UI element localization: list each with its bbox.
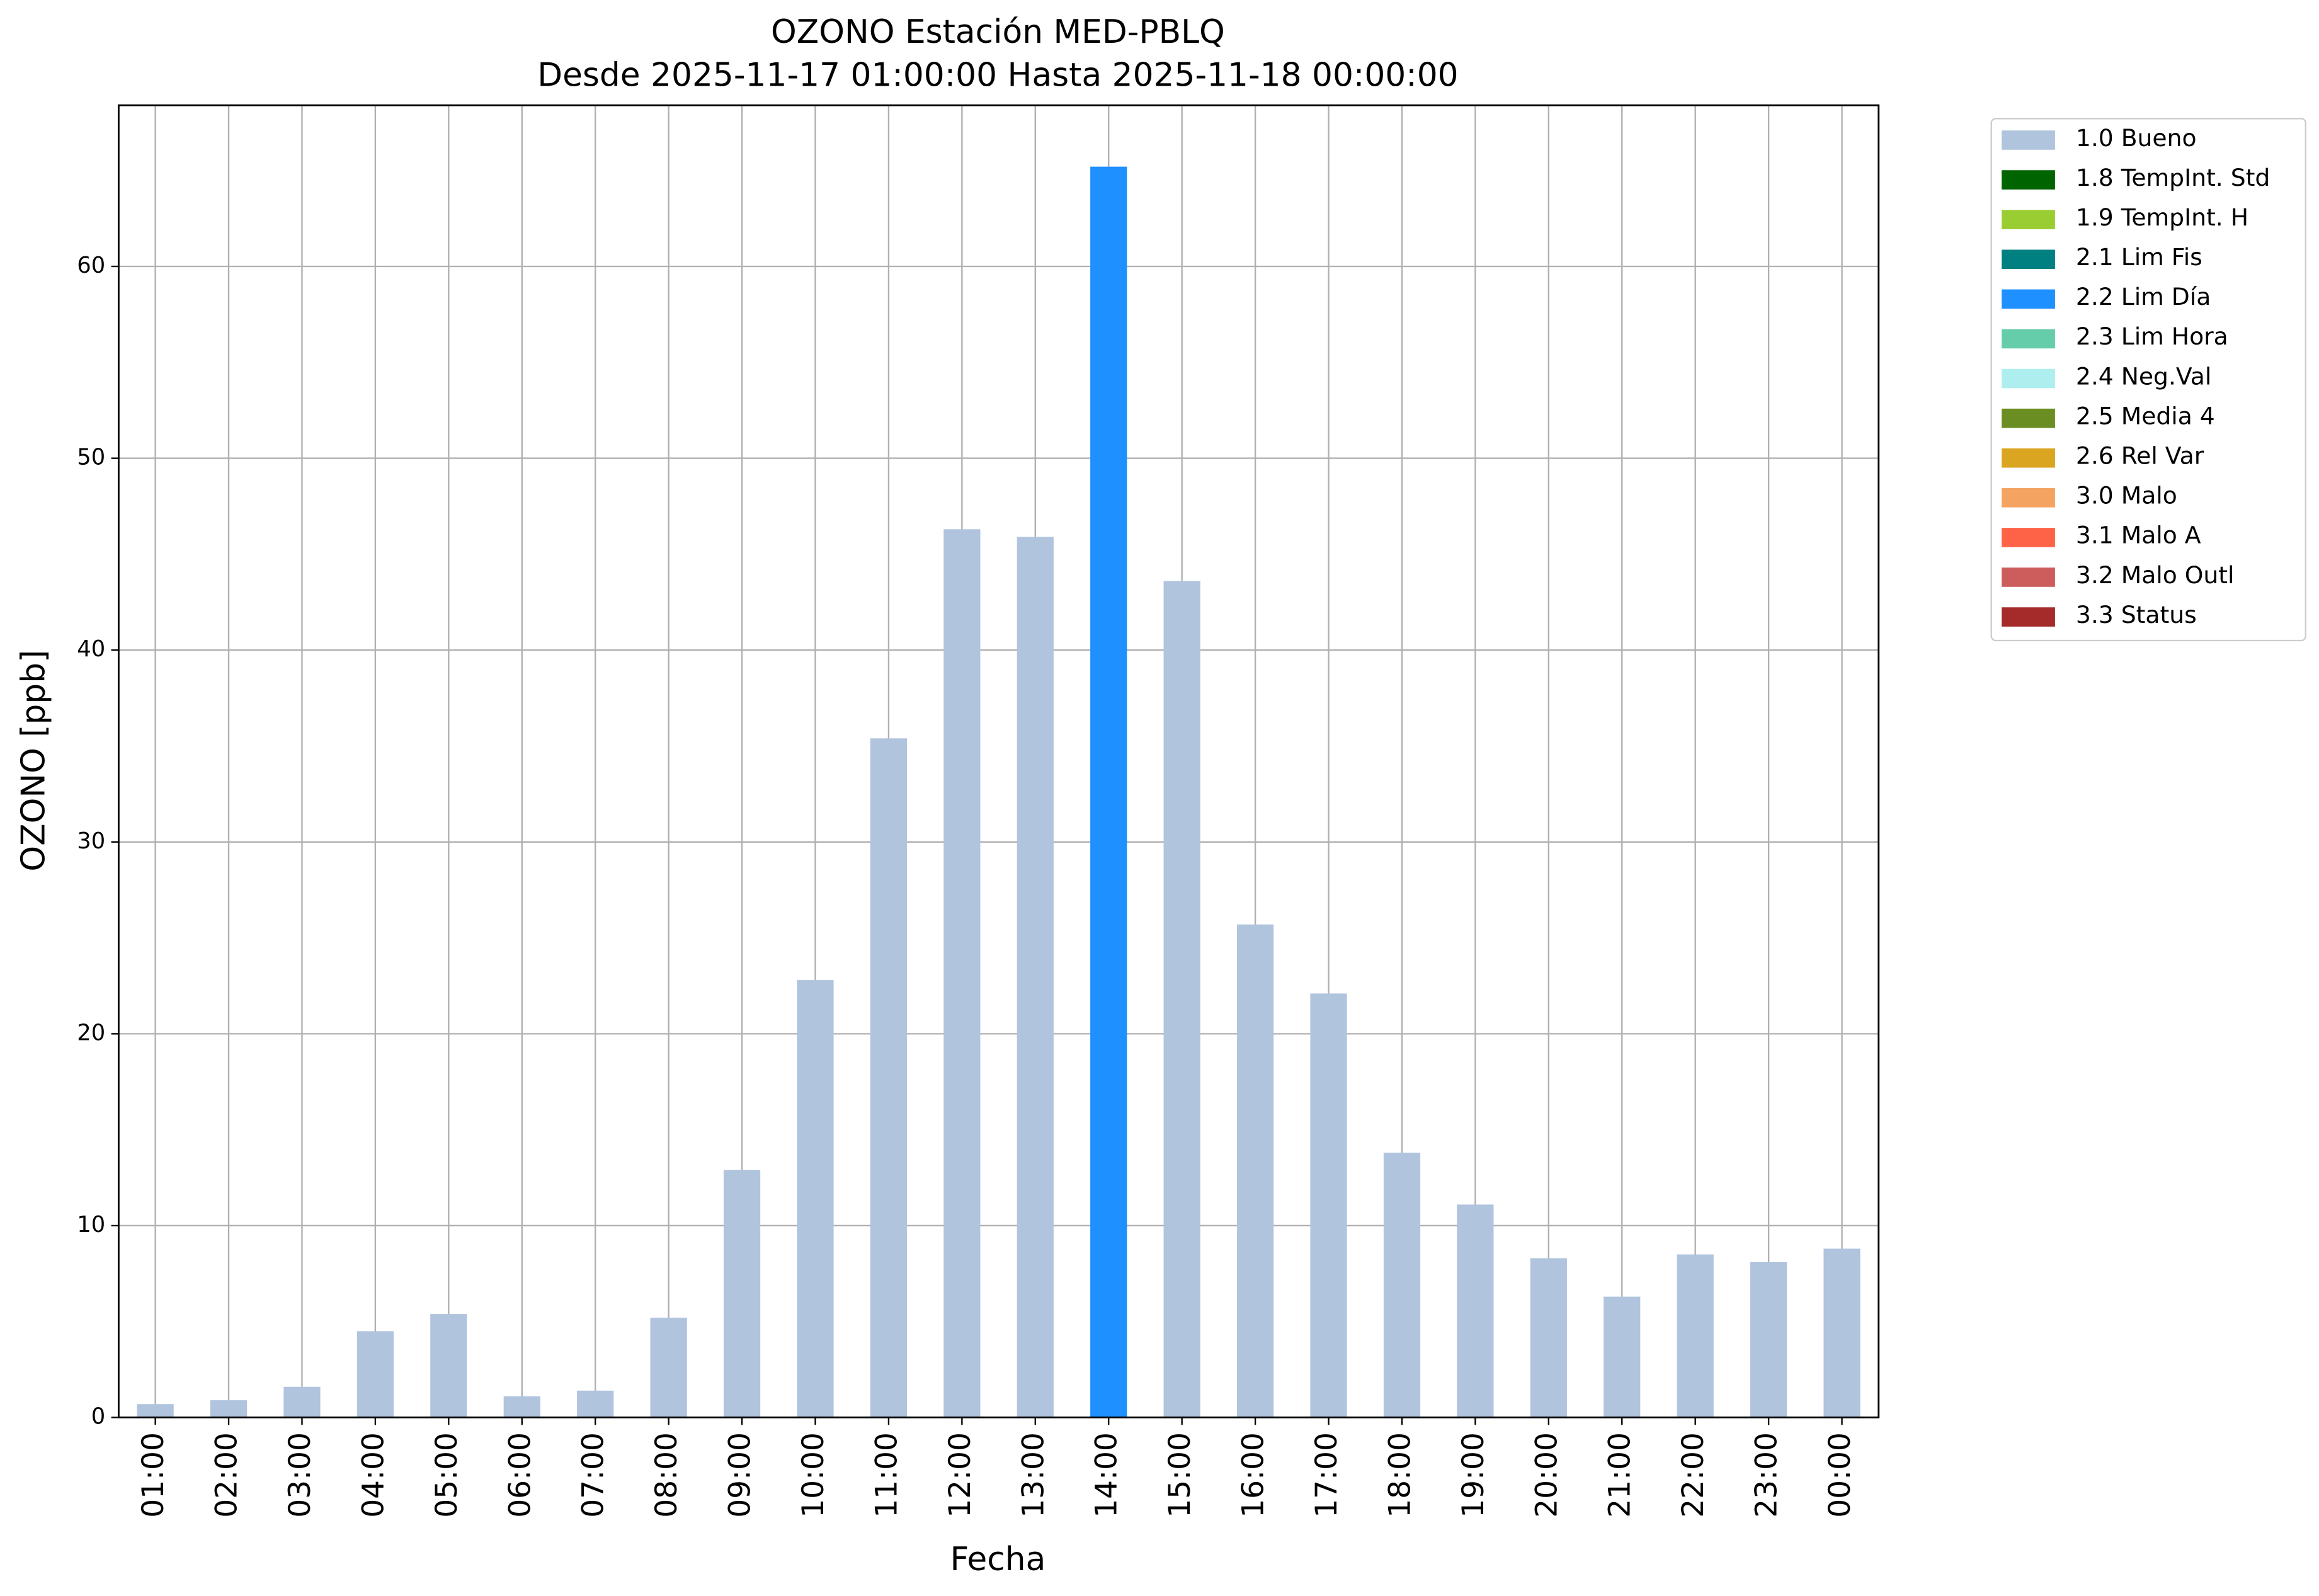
legend-label: 3.1 Malo A: [2076, 522, 2201, 549]
x-tick-label: 15:00: [1163, 1432, 1197, 1518]
bar: [283, 1386, 321, 1418]
x-tick-label: 23:00: [1750, 1432, 1784, 1518]
x-tick-label: 05:00: [430, 1432, 464, 1518]
bar: [1823, 1248, 1860, 1418]
legend-swatch: [2002, 487, 2055, 508]
bar: [650, 1318, 687, 1418]
legend-swatch: [2002, 249, 2055, 270]
bar: [1604, 1296, 1641, 1418]
x-tick-label: 06:00: [503, 1432, 537, 1518]
y-tick-label: 30: [77, 828, 105, 854]
x-tick-label: 10:00: [796, 1432, 831, 1518]
legend-swatch: [2002, 329, 2055, 349]
x-tick-label: 19:00: [1456, 1432, 1491, 1518]
legend-label: 3.0 Malo: [2076, 482, 2177, 510]
y-tick-label: 20: [77, 1020, 105, 1046]
x-tick-label: 04:00: [356, 1432, 390, 1518]
plot-area: 0 10 20 30 40 50 60 01:00 02:00 03:00 04:00 05:00 06…: [77, 105, 1879, 1518]
legend-swatch: [2002, 289, 2055, 309]
y-axis-label: OZONO [ppb]: [15, 650, 53, 872]
x-tick-label: 14:00: [1090, 1432, 1124, 1518]
plot-frame: [117, 104, 1880, 1418]
legend-swatch: [2002, 210, 2055, 229]
legend-swatch: [2002, 130, 2055, 150]
x-tick-label: 07:00: [576, 1432, 611, 1518]
x-tick-label: 13:00: [1016, 1432, 1051, 1518]
legend-label: 1.9 TempInt. H: [2076, 203, 2248, 231]
legend-label: 2.4 Neg.Val: [2076, 362, 2211, 390]
bar: [1163, 581, 1200, 1418]
y-tick-label: 10: [77, 1212, 105, 1238]
bar: [1017, 537, 1054, 1418]
legend-label: 3.3 Status: [2076, 601, 2197, 629]
legend-swatch: [2002, 448, 2055, 468]
legend-swatch: [2002, 408, 2055, 428]
bar: [723, 1170, 761, 1418]
legend-label: 2.1 Lim Fis: [2076, 243, 2202, 271]
legend-swatch: [2002, 567, 2055, 587]
chart-subtitle: Desde 2025-11-17 01:00:00 Hasta 2025-11-…: [537, 56, 1458, 94]
bar: [943, 529, 981, 1418]
bar: [1750, 1262, 1787, 1418]
legend-swatch: [2002, 528, 2055, 547]
y-tick-label: 0: [91, 1404, 105, 1430]
bar: [1530, 1258, 1567, 1418]
x-tick-label: 21:00: [1603, 1432, 1638, 1518]
legend-label: 1.8 TempInt. Std: [2076, 164, 2270, 191]
legend: 1.0 Bueno 1.8 TempInt. Std 1.9 TempInt. H 2…: [1990, 118, 2306, 642]
legend-label: 3.2 Malo Outl: [2076, 561, 2235, 589]
x-tick-label: 18:00: [1382, 1432, 1417, 1518]
x-tick-label: 17:00: [1309, 1432, 1344, 1518]
y-tick-label: 60: [77, 253, 105, 278]
legend-box: [1990, 118, 2306, 642]
y-tick-label: 40: [77, 636, 105, 662]
x-tick-label: 09:00: [723, 1432, 758, 1518]
bar: [1677, 1254, 1714, 1418]
x-tick-label: 00:00: [1823, 1432, 1857, 1518]
legend-label: 2.2 Lim Día: [2076, 283, 2211, 311]
y-tick-label: 50: [77, 445, 105, 470]
legend-swatch: [2002, 170, 2055, 190]
legend-label: 1.0 Bueno: [2076, 124, 2197, 152]
bar: [577, 1390, 614, 1418]
bar: [503, 1396, 540, 1418]
bar: [1383, 1153, 1421, 1418]
bar: [1090, 166, 1127, 1418]
bar: [870, 738, 908, 1418]
bar: [1457, 1204, 1494, 1418]
x-tick-label: 20:00: [1529, 1432, 1564, 1518]
legend-swatch: [2002, 607, 2055, 627]
bar: [797, 980, 834, 1418]
x-tick-label: 12:00: [943, 1432, 977, 1518]
x-tick-label: 08:00: [649, 1432, 684, 1518]
bar: [430, 1314, 467, 1418]
x-tick-label: 01:00: [136, 1432, 171, 1518]
bars: [137, 166, 1860, 1418]
legend-label: 2.5 Media 4: [2076, 402, 2215, 430]
bar: [137, 1404, 174, 1418]
legend-label: 2.3 Lim Hora: [2076, 322, 2228, 350]
x-axis-label: Fecha: [950, 1541, 1046, 1578]
bar: [356, 1331, 394, 1418]
bar: [1236, 924, 1274, 1418]
x-tick-label: 11:00: [869, 1432, 904, 1518]
x-tick-label: 16:00: [1236, 1432, 1271, 1518]
x-tick-label: 03:00: [283, 1432, 317, 1518]
bar: [1310, 993, 1347, 1418]
chart-title: OZONO Estación MED-PBLQ: [771, 13, 1225, 51]
bar: [210, 1400, 248, 1418]
legend-label: 2.6 Rel Var: [2076, 442, 2204, 470]
x-tick-label: 02:00: [210, 1432, 244, 1518]
x-tick-label: 22:00: [1676, 1432, 1711, 1518]
legend-swatch: [2002, 368, 2055, 389]
